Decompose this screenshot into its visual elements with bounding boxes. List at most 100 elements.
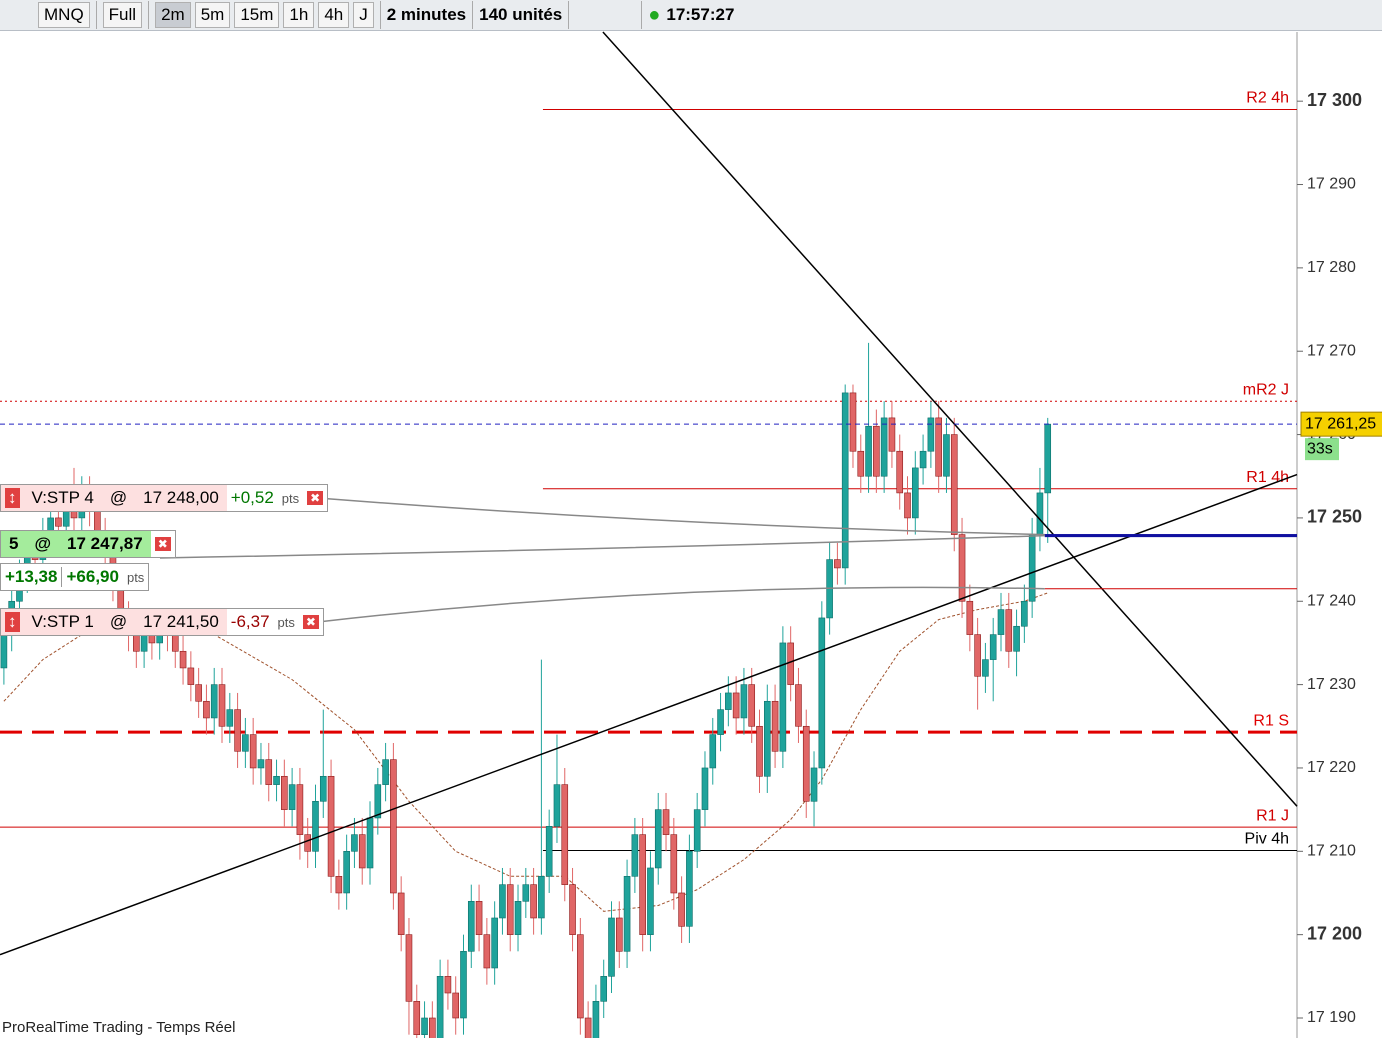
order-at: @ [109,488,128,507]
candle-body [530,884,537,919]
candle-body [327,775,335,877]
candle-body [763,700,771,777]
close-button[interactable]: ✖ [302,615,319,629]
candle-body [483,934,491,969]
order-connector [159,534,1045,559]
y-tick-label: 17 220 [1307,759,1356,776]
candle-body [631,834,639,877]
candle-body [654,809,662,869]
candle-body [686,851,693,927]
candle-body [810,767,818,802]
pnl: -6,37 [230,612,270,631]
candle-body [257,759,265,769]
order-connector [317,497,1045,536]
candle-body [592,1001,600,1038]
candle-body [382,759,389,785]
candle-body [195,684,202,702]
clock: 17:57:27 [666,5,735,24]
candle-body [210,684,218,719]
timeframes: 2m 5m 15m 1h 4h J [155,2,374,28]
mode[interactable]: Full [102,2,143,28]
y-tick-label: 17 300 [1307,90,1362,110]
candle-body [140,634,148,652]
candle-body [717,709,724,735]
candle-body [950,434,958,535]
unit: pts [281,490,300,506]
candle-body [943,434,950,477]
timeframe-button[interactable]: 4h [318,2,350,28]
candle-body [179,650,187,669]
timeframe-button[interactable]: 5m [194,2,231,28]
close-button[interactable]: ✖ [154,537,171,551]
y-tick-label: 17 290 [1307,176,1356,193]
candle-body [974,634,981,677]
candle-body [771,700,779,752]
timeframe-button[interactable]: 1h [283,2,315,28]
candle-body [55,517,62,527]
candle-body [234,709,241,752]
candle-body [989,634,997,660]
order-name: V:STP 4 [31,488,94,507]
candle-body [662,809,670,835]
candle-body [873,425,880,477]
level-label: mR2 J [1243,381,1289,398]
candle-body [538,876,545,919]
candle-body [701,767,709,810]
candle-body [896,450,904,494]
candle-body [670,834,678,894]
countdown: 33s [1307,440,1333,457]
close-button[interactable]: ✖ [307,491,324,505]
candle-body [390,759,397,894]
trendline [0,473,1298,956]
footer: ProRealTime Trading - Temps Réel [2,1019,236,1036]
timeframe-button[interactable]: 15m [234,2,280,28]
candle-body [919,450,927,469]
pnl-panel: +13,38 +66,90 pts [0,563,150,591]
candle-body [265,759,273,785]
candle-body [1036,492,1044,535]
candle-body [748,684,756,727]
candle-body [514,901,522,935]
candle-body [312,800,319,852]
candle-body [319,775,327,802]
candle-body [366,817,374,869]
candle-body [1013,625,1020,652]
candle-body [553,784,561,827]
timeframe-button[interactable]: 2m [155,2,191,28]
timeframe-button[interactable]: J [353,2,374,28]
candle-body [623,876,631,952]
order-name: V:STP 1 [31,612,94,631]
candle-body [647,867,654,935]
order-main: 5 @17 247,87 [1,531,151,557]
level-label: R1 J [1256,807,1289,824]
candle-body [460,951,467,1019]
y-tick-label: 17 210 [1307,843,1356,860]
candle-body [1044,423,1052,494]
status-dot: ● [648,3,661,26]
candle-body [273,775,280,785]
units[interactable]: 140 unités [479,5,563,24]
candle-body [849,392,857,452]
order-connector [317,586,1045,623]
candle-body [935,417,942,477]
symbol[interactable]: MNQ [38,2,90,28]
y-tick-label: 17 250 [1307,507,1362,527]
order-price: 17 247,87 [67,534,143,553]
drag-handle: ↕ [5,488,20,508]
interval[interactable]: 2 minutes [386,5,467,24]
candle-body [133,634,140,652]
candle-body [584,1017,592,1038]
trendline [602,31,1298,807]
candle-body [577,934,584,1019]
candle-body [249,734,257,769]
candle-body [779,642,787,752]
total: +66,90 [61,567,122,587]
candle-body [615,917,623,952]
candle-body [429,1017,436,1038]
candle-body [242,734,249,752]
order-main: ↕ V:STP 4 @17 248,00 [1,485,227,511]
order-main: ↕ V:STP 1 @17 241,50 [1,609,227,635]
candle-body [608,917,615,977]
candle-body [405,934,413,1002]
